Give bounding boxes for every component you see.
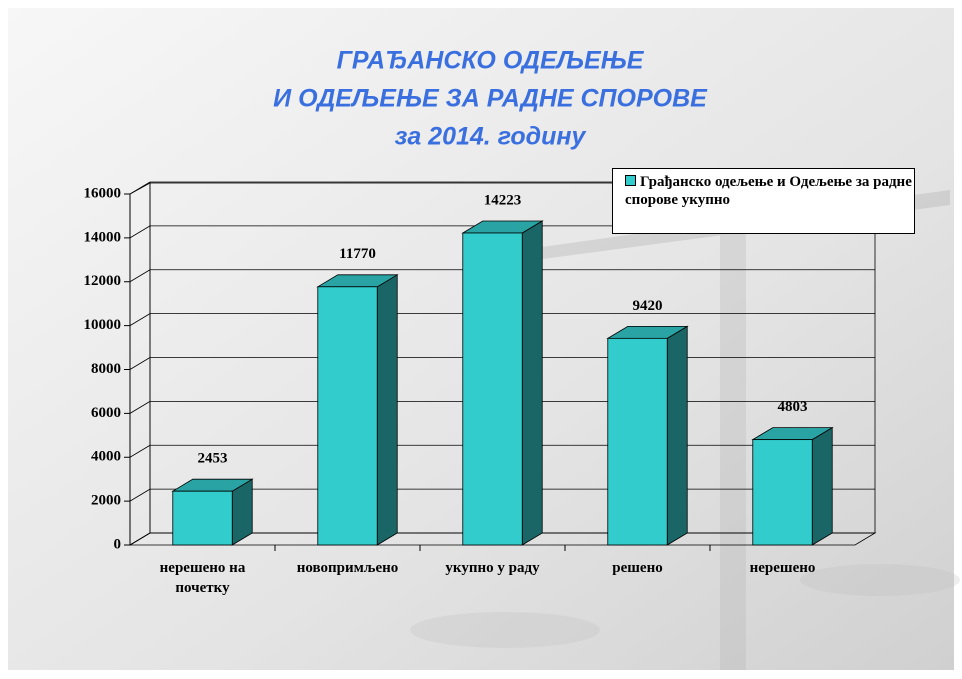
bar xyxy=(608,338,667,545)
y-tick-label: 10000 xyxy=(84,317,122,333)
y-tick-label: 2000 xyxy=(91,493,121,509)
title-line: И ОДЕЉЕЊЕ ЗА РАДНЕ СПОРОВЕ xyxy=(273,85,708,113)
data-label: 11770 xyxy=(339,246,376,262)
x-tick-label: нерешено на почетку xyxy=(148,558,258,598)
data-label: 14223 xyxy=(484,192,522,208)
bar-side xyxy=(812,428,832,545)
x-tick-label: укупно у раду xyxy=(423,558,563,578)
y-tick-label: 14000 xyxy=(84,229,122,245)
x-tick-label: новопримљено xyxy=(278,558,418,578)
legend-swatch xyxy=(625,175,636,186)
bar-side xyxy=(522,221,542,545)
y-tick-label: 6000 xyxy=(91,405,121,421)
bar xyxy=(173,491,232,545)
y-tick-label: 12000 xyxy=(84,273,122,289)
y-tick-label: 0 xyxy=(114,536,122,552)
bar xyxy=(753,440,812,545)
x-tick-label: нерешено xyxy=(713,558,853,578)
y-tick-label: 8000 xyxy=(91,361,121,377)
legend-label: Грађанско одељење и Одељење за радне спо… xyxy=(625,174,912,208)
bar xyxy=(318,287,377,545)
data-label: 4803 xyxy=(778,399,808,415)
data-label: 9420 xyxy=(633,298,663,314)
y-tick-label: 16000 xyxy=(84,185,122,201)
title-line: ГРАЂАНСКО ОДЕЉЕЊЕ xyxy=(337,47,645,75)
bar-side xyxy=(667,326,687,545)
y-tick-label: 4000 xyxy=(91,449,121,465)
data-label: 2453 xyxy=(198,451,228,467)
bar-side xyxy=(377,275,397,545)
slide: ГРАЂАНСКО ОДЕЉЕЊЕ И ОДЕЉЕЊЕ ЗА РАДНЕ СПО… xyxy=(0,0,962,679)
x-tick-label: решено xyxy=(568,558,708,578)
legend: Грађанско одељење и Одељење за радне спо… xyxy=(612,168,915,234)
bar xyxy=(463,233,522,545)
title-line: за 2014. годину xyxy=(395,123,587,151)
